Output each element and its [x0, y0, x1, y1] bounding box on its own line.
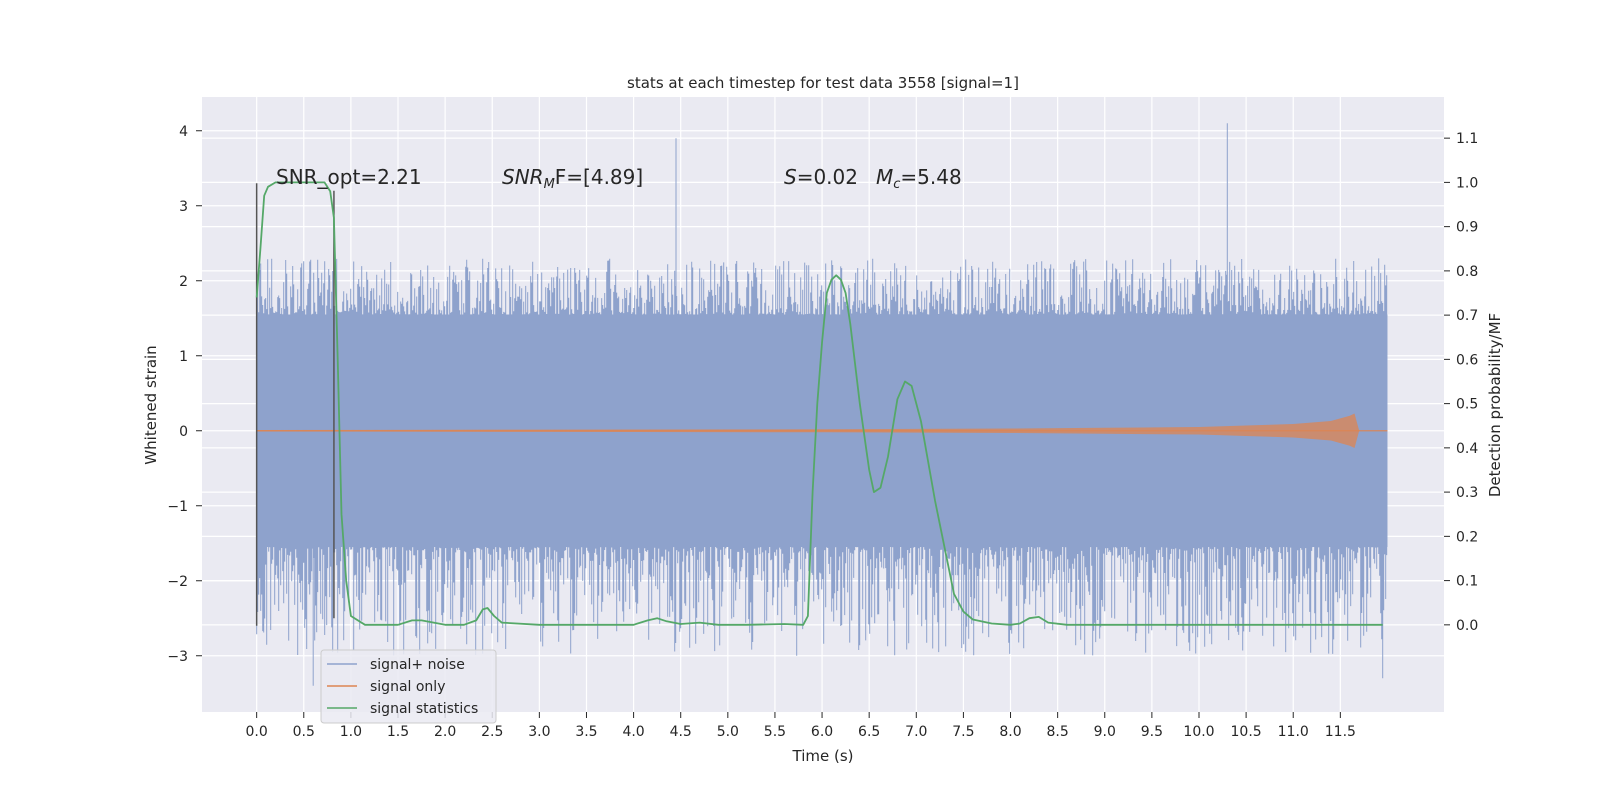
annotation-text: SNR_opt=2.21 [276, 165, 422, 189]
x-tick-label: 0.5 [293, 724, 315, 740]
x-tick-label: 7.0 [905, 724, 927, 740]
y-tick-label: −3 [167, 649, 188, 665]
x-tick-label: 9.0 [1094, 724, 1116, 740]
annotation-main: M [876, 165, 893, 189]
chart-title: stats at each timestep for test data 355… [627, 74, 1019, 92]
annotation-main: S [784, 165, 797, 189]
annotation-main: SNR [502, 165, 544, 189]
annotation-tail: F=[4.89] [555, 165, 643, 189]
x-tick-label: 3.5 [575, 724, 597, 740]
legend: signal+ noise signal only signal statist… [320, 649, 497, 724]
annotation-subscript: M [544, 177, 555, 192]
y-right-tick-label: 0.0 [1456, 618, 1478, 634]
x-tick-label: 5.5 [764, 724, 786, 740]
y-tick-label: 1 [179, 349, 188, 365]
y-right-tick-label: 0.2 [1456, 529, 1478, 545]
x-tick-label: 4.0 [622, 724, 644, 740]
legend-label-statistics: signal statistics [370, 701, 478, 717]
x-tick-label: 5.0 [717, 724, 739, 740]
annotation-tail: =0.02 [797, 165, 858, 189]
annotation-text: SNRMF=[4.89] [502, 165, 643, 192]
y-right-tick-label: 1.1 [1456, 131, 1478, 147]
x-tick-label: 6.0 [811, 724, 833, 740]
axis-ticks: 0.0 0.5 1.0 1.5 2.0 2.5 3.0 3.5 4.0 4.5 5.0 5.5 6.0 6… [167, 124, 1478, 740]
y-tick-label: 4 [179, 124, 188, 140]
legend-label-noise: signal+ noise [370, 657, 465, 673]
y-right-tick-label: 0.9 [1456, 220, 1478, 236]
signal-only-series [256, 413, 1388, 448]
x-tick-label: 4.5 [670, 724, 692, 740]
annotation-tail: =5.48 [900, 165, 961, 189]
x-tick-label: 6.5 [858, 724, 880, 740]
y-axis-label: Whitened strain [142, 345, 160, 464]
y-tick-label: −1 [167, 499, 188, 515]
x-tick-label: 8.5 [1047, 724, 1069, 740]
y-right-tick-label: 0.3 [1456, 485, 1478, 501]
x-tick-label: 7.5 [952, 724, 974, 740]
legend-box [320, 649, 497, 724]
y-right-tick-label: 0.5 [1456, 397, 1478, 413]
marker-lines [255, 183, 335, 626]
y-right-tick-label: 0.6 [1456, 352, 1478, 368]
x-tick-label: 9.5 [1141, 724, 1163, 740]
annotations: SNR_opt=2.21 SNRMF=[4.89] S=0.02 Mc=5.48 [276, 165, 962, 192]
x-tick-label: 10.5 [1231, 724, 1262, 740]
x-tick-label: 8.0 [999, 724, 1021, 740]
y-tick-label: −2 [167, 574, 188, 590]
y-tick-label: 3 [179, 199, 188, 215]
y-right-tick-label: 0.1 [1456, 574, 1478, 590]
x-tick-label: 1.0 [340, 724, 362, 740]
y-right-tick-label: 0.4 [1456, 441, 1478, 457]
x-tick-label: 10.0 [1183, 724, 1214, 740]
signal-statistics-series [255, 181, 1383, 626]
y-tick-label: 0 [179, 424, 188, 440]
y-tick-label: 2 [179, 274, 188, 290]
x-tick-label: 11.5 [1325, 724, 1356, 740]
y-right-tick-label: 0.8 [1456, 264, 1478, 280]
y-right-tick-label: 0.7 [1456, 308, 1478, 324]
x-axis-label: Time (s) [792, 747, 854, 765]
x-tick-label: 11.0 [1278, 724, 1309, 740]
legend-label-signal: signal only [370, 679, 445, 695]
annotation-subscript: c [893, 177, 900, 192]
x-tick-label: 3.0 [528, 724, 550, 740]
annotation-text: Mc=5.48 [876, 165, 962, 192]
x-tick-label: 0.0 [246, 724, 268, 740]
annotation-text: S=0.02 [784, 165, 858, 189]
y-right-tick-label: 1.0 [1456, 175, 1478, 191]
y-axis-right-label: Detection probability/MF [1486, 313, 1504, 497]
x-tick-label: 2.5 [481, 724, 503, 740]
x-tick-label: 1.5 [387, 724, 409, 740]
x-tick-label: 2.0 [434, 724, 456, 740]
statistics-line [255, 181, 1383, 626]
